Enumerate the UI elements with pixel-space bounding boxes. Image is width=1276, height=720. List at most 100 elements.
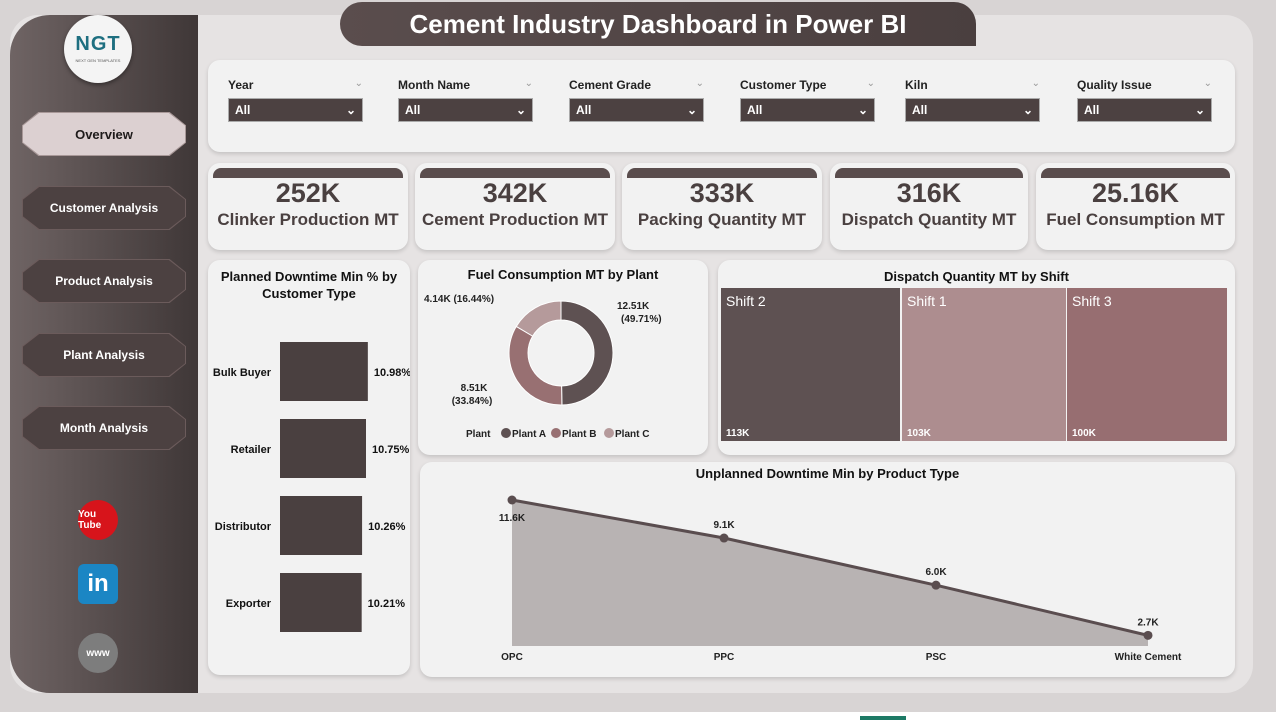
chevron-down-icon[interactable]: ⌄ — [524, 78, 533, 89]
linkedin-icon[interactable]: in — [78, 564, 118, 604]
nav-label: Customer Analysis — [23, 187, 185, 229]
donut-data-label: 4.14K (16.44%) — [424, 294, 494, 305]
chevron-down-icon[interactable]: ⌄ — [695, 78, 704, 89]
chart-title: Unplanned Downtime Min by Product Type — [695, 466, 960, 481]
filter-customer-type: Customer Type ⌄ All ⌄ — [740, 78, 875, 122]
data-label: 2.7K — [1137, 617, 1159, 628]
nav-overview[interactable]: Overview — [22, 112, 186, 156]
donut-data-label: 8.51K — [461, 383, 488, 394]
nav-customer-analysis[interactable]: Customer Analysis — [22, 186, 186, 230]
legend-item[interactable]: Plant A — [512, 429, 546, 440]
filter-label: Quality Issue — [1077, 78, 1152, 92]
data-point[interactable] — [1143, 630, 1153, 640]
filter-quality-issue: Quality Issue ⌄ All ⌄ — [1077, 78, 1212, 122]
data-label: 6.0K — [925, 567, 947, 578]
filter-dropdown[interactable]: All ⌄ — [569, 98, 704, 122]
donut-slice[interactable] — [508, 325, 563, 406]
donut-chart-panel: Fuel Consumption MT by Plant 12.51K (49.7… — [418, 260, 708, 455]
data-point[interactable] — [931, 580, 941, 590]
kpi-value: 252K — [275, 178, 341, 208]
nav-month-analysis[interactable]: Month Analysis — [22, 406, 186, 450]
filter-year: Year ⌄ All ⌄ — [228, 78, 363, 122]
treemap-tile[interactable]: Shift 3 100K — [1067, 288, 1227, 441]
treemap-tile[interactable]: Shift 2 113K — [721, 288, 900, 441]
area-chart: 11.6K OPC 9.1K PPC 6.0K PSC 2.7K White Cement — [499, 495, 1182, 663]
active-page-tab[interactable] — [860, 716, 906, 720]
nav-plant-analysis[interactable]: Plant Analysis — [22, 333, 186, 377]
kpi-label: Clinker Production MT — [217, 210, 399, 229]
globe-icon[interactable]: www — [78, 633, 118, 673]
kpi-label: Cement Production MT — [421, 210, 609, 229]
x-tick-label: PPC — [714, 652, 735, 663]
chart-title: Fuel Consumption MT by Plant — [467, 267, 659, 282]
social-label: www — [86, 647, 110, 659]
bar[interactable] — [280, 419, 366, 478]
chevron-down-icon[interactable]: ⌄ — [354, 78, 363, 89]
bar[interactable] — [280, 342, 368, 401]
nav-product-analysis[interactable]: Product Analysis — [22, 259, 186, 303]
chevron-down-icon[interactable]: ⌄ — [1031, 78, 1040, 89]
bar-category-label: Distributor — [215, 521, 272, 533]
filter-dropdown[interactable]: All ⌄ — [398, 98, 533, 122]
filter-kiln: Kiln ⌄ All ⌄ — [905, 78, 1040, 122]
legend-title: Plant — [466, 429, 491, 440]
youtube-icon[interactable]: You Tube — [78, 500, 118, 540]
legend-marker — [501, 428, 511, 438]
donut-data-label-pct: (33.84%) — [452, 396, 493, 407]
bar[interactable] — [280, 496, 363, 555]
chevron-down-icon: ⌄ — [345, 103, 356, 117]
chevron-down-icon: ⌄ — [1022, 103, 1033, 117]
filter-label: Month Name — [398, 78, 470, 92]
legend-marker — [604, 428, 614, 438]
treemap-tile[interactable]: Shift 1 103K — [902, 288, 1066, 441]
kpi-value: 316K — [896, 178, 962, 208]
treemap-value: 100K — [1072, 428, 1096, 439]
page-tabs-bar — [0, 712, 1276, 720]
kpi-label: Dispatch Quantity MT — [841, 210, 1017, 229]
filter-value: All — [235, 103, 251, 117]
donut-slice[interactable] — [515, 300, 562, 337]
treemap-panel: Dispatch Quantity MT by Shift Shift 2 113… — [718, 260, 1235, 455]
chevron-down-icon: ⌄ — [686, 103, 697, 117]
bar-category-label: Exporter — [226, 598, 272, 610]
nav-label: Month Analysis — [23, 407, 185, 449]
filter-label: Year — [228, 78, 254, 92]
nav-label: Overview — [23, 113, 185, 155]
chevron-down-icon[interactable]: ⌄ — [1203, 78, 1212, 89]
logo-subtitle: NEXT GEN TEMPLATES — [75, 58, 121, 63]
bar[interactable] — [280, 573, 362, 632]
kpi-card: 252K Clinker Production MT — [208, 163, 408, 250]
legend-item[interactable]: Plant C — [615, 429, 649, 440]
filter-dropdown[interactable]: All ⌄ — [905, 98, 1040, 122]
filter-dropdown[interactable]: All ⌄ — [228, 98, 363, 122]
treemap-value: 113K — [726, 428, 750, 439]
kpi-value: 25.16K — [1091, 178, 1180, 208]
bar-data-label: 10.98% — [374, 367, 410, 379]
legend-item[interactable]: Plant B — [562, 429, 596, 440]
filter-value: All — [405, 103, 421, 117]
logo-text: NGT — [75, 33, 121, 55]
kpi-card: 316K Dispatch Quantity MT — [830, 163, 1028, 250]
bar-category-label: Retailer — [231, 444, 272, 456]
filter-dropdown[interactable]: All ⌄ — [1077, 98, 1212, 122]
kpi-card: 25.16K Fuel Consumption MT — [1036, 163, 1235, 250]
treemap-category: Shift 3 — [1072, 293, 1112, 309]
donut-data-label: 12.51K — [617, 301, 650, 312]
treemap-category: Shift 1 — [907, 293, 947, 309]
filter-cement-grade: Cement Grade ⌄ All ⌄ — [569, 78, 704, 122]
kpi-card: 333K Packing Quantity MT — [622, 163, 822, 250]
filter-month-name: Month Name ⌄ All ⌄ — [398, 78, 533, 122]
data-point[interactable] — [719, 533, 729, 543]
x-tick-label: White Cement — [1115, 652, 1182, 663]
kpi-card: 342K Cement Production MT — [415, 163, 615, 250]
donut-slice[interactable] — [560, 300, 614, 406]
bar-data-label: 10.75% — [372, 444, 410, 456]
chevron-down-icon[interactable]: ⌄ — [866, 78, 875, 89]
chevron-down-icon: ⌄ — [515, 103, 526, 117]
kpi-label: Fuel Consumption MT — [1046, 210, 1225, 229]
data-label: 11.6K — [499, 513, 526, 524]
social-label: You Tube — [78, 509, 102, 531]
data-point[interactable] — [507, 495, 517, 505]
x-tick-label: OPC — [501, 652, 523, 663]
filter-dropdown[interactable]: All ⌄ — [740, 98, 875, 122]
